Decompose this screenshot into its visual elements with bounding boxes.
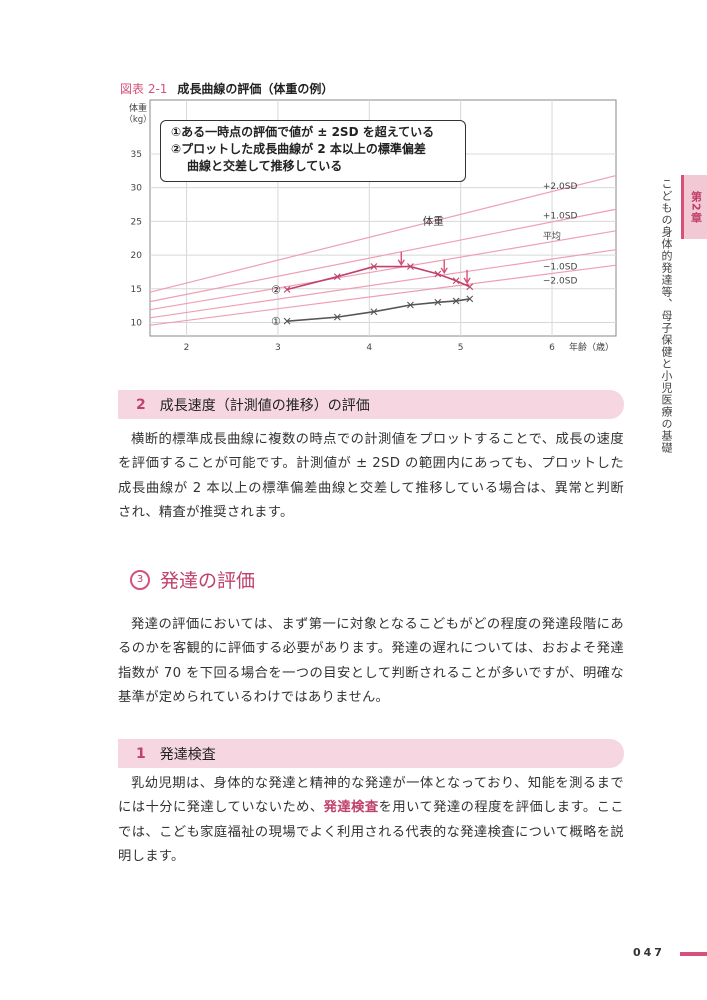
reference-curve-label: +2.0SD <box>543 182 578 192</box>
subsection-number: 1 <box>136 745 146 762</box>
data-point <box>283 317 291 325</box>
x-axis-label: 年齢（歳） <box>569 341 614 353</box>
paragraph-growth-rate: 横断的標準成長曲線に複数の時点での計測値をプロットすることで、成長の速度を評価す… <box>118 432 624 520</box>
y-tick-label: 35 <box>131 150 142 160</box>
section-title: 発達の評価 <box>160 570 256 592</box>
x-tick-label: 4 <box>366 343 372 353</box>
x-tick-label: 5 <box>458 343 464 353</box>
paragraph-development-test: 乳幼児期は、身体的な発達と精神的な発達が一体となっており、知能を測るまでには十分… <box>118 772 624 869</box>
figure-title: 成長曲線の評価（体重の例） <box>177 82 334 96</box>
y-tick-label: 25 <box>131 217 142 227</box>
arrow-down-icon <box>463 269 471 285</box>
data-point <box>466 283 474 291</box>
figure-caption: 図表 2-1 成長曲線の評価（体重の例） <box>120 80 333 97</box>
x-tick-label: 6 <box>549 343 555 353</box>
reference-curve-label: −2.0SD <box>543 277 578 287</box>
subsection-heading-development-test: 1 発達検査 <box>118 739 624 768</box>
page-accent-bar <box>680 952 707 956</box>
y-axis-unit: （kg） <box>124 114 151 125</box>
chapter-tab: 第2章 <box>681 175 707 239</box>
reference-curve <box>149 174 617 293</box>
figure-number: 図表 2-1 <box>120 82 168 96</box>
reference-curve-label: 平均 <box>543 230 561 242</box>
y-tick-label: 30 <box>131 184 143 194</box>
y-tick-label: 15 <box>131 285 142 295</box>
series-label: ② <box>271 283 281 296</box>
data-point <box>283 286 291 293</box>
data-point <box>333 313 341 321</box>
annotation-label: 体重 <box>423 215 444 228</box>
data-point <box>434 298 442 306</box>
data-point <box>407 301 414 309</box>
subsection-number: 2 <box>136 396 146 413</box>
callout-line-3: 曲線と交差して推移している <box>187 159 343 173</box>
data-point <box>452 297 460 305</box>
callout-line-2: ②プロットした成長曲線が 2 本以上の標準偏差 <box>171 142 426 156</box>
data-point <box>434 270 442 278</box>
arrow-down-icon <box>397 251 405 267</box>
reference-curve <box>149 264 617 326</box>
paragraph-development: 発達の評価においては、まず第一に対象となるこどもがどの程度の発達段階にあるのかを… <box>118 617 624 705</box>
subsection-heading-growth-rate: 2 成長速度（計測値の推移）の評価 <box>118 390 624 419</box>
y-tick-label: 10 <box>131 319 143 329</box>
reference-curve <box>149 208 617 303</box>
series-label: ① <box>271 315 281 328</box>
data-point <box>452 277 460 285</box>
data-point <box>333 273 341 281</box>
callout-line-1: ①ある一時点の評価で値が ± 2SD を超えている <box>171 125 435 139</box>
paragraph-text: 乳幼児期は、身体的な発達と精神的な発達が一体となっており、知能を測るまでには十分… <box>118 776 624 816</box>
data-point <box>407 263 414 270</box>
data-point <box>370 263 378 270</box>
reference-curve <box>149 249 617 319</box>
reference-curve-label: +1.0SD <box>543 212 578 222</box>
reference-curve-label: −1.0SD <box>543 262 578 272</box>
section-heading-development: 3 発達の評価 <box>130 566 255 593</box>
data-point <box>370 308 378 316</box>
paragraph-text: を用いて発達の程度を評価します。ここでは、こども家庭福祉の現場でよく利用される代… <box>118 800 624 864</box>
keyword-highlight: 発達検査 <box>323 800 379 816</box>
y-tick-label: 20 <box>131 251 143 261</box>
subsection-title: 発達検査 <box>159 746 216 763</box>
subsection-title: 成長速度（計測値の推移）の評価 <box>159 397 370 414</box>
data-point <box>466 295 474 303</box>
section-number-circle: 3 <box>130 569 150 590</box>
arrow-down-icon <box>440 259 448 275</box>
callout-box: ①ある一時点の評価で値が ± 2SD を超えている ②プロットした成長曲線が 2… <box>160 120 466 182</box>
page-number: 047 <box>633 946 665 959</box>
x-tick-label: 2 <box>184 343 190 353</box>
chapter-title-vertical: こどもの身体的発達等、母子保健と小児医療の基礎 <box>660 178 673 454</box>
y-axis-label: 体重 <box>129 102 147 114</box>
reference-curve <box>149 230 617 311</box>
x-tick-label: 3 <box>275 343 281 353</box>
